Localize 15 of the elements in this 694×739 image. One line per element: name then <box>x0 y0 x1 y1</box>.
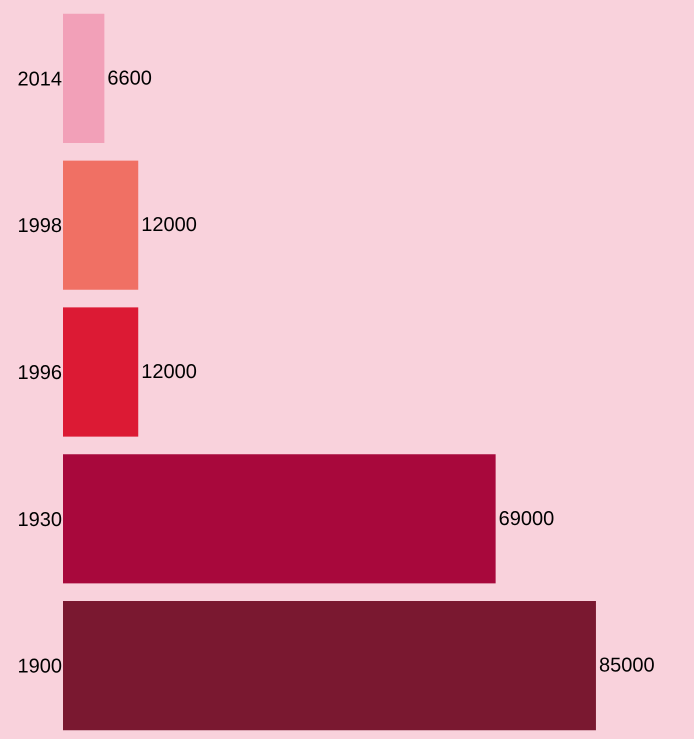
bar <box>63 160 138 290</box>
y-tick-label: 1900 <box>18 656 62 678</box>
data-label: 69000 <box>498 508 554 530</box>
y-tick-label: 1996 <box>18 362 62 384</box>
bar <box>63 14 104 143</box>
y-tick-label: 2014 <box>18 68 62 90</box>
data-label: 12000 <box>141 361 197 383</box>
bar <box>63 307 138 437</box>
bar <box>63 454 496 584</box>
data-label: 85000 <box>598 654 655 677</box>
bar <box>63 601 596 730</box>
y-tick-label: 1998 <box>18 215 62 238</box>
data-label: 6600 <box>107 67 152 90</box>
data-label: 12000 <box>141 214 197 236</box>
y-tick-label: 1930 <box>18 508 62 531</box>
